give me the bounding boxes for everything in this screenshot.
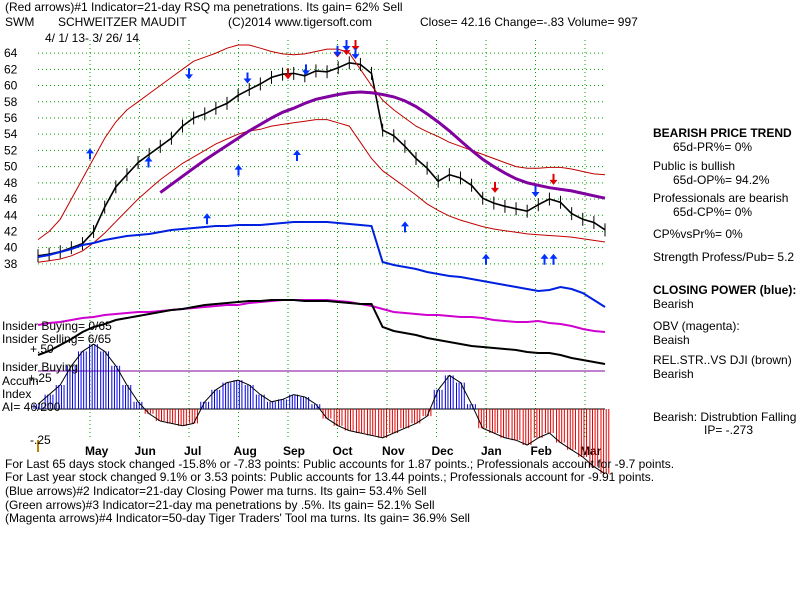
level-minus-25: -.25 bbox=[30, 433, 51, 447]
sell-arrow bbox=[342, 40, 351, 52]
date-range: 4/ 1/ 13- 3/ 26/ 14 bbox=[45, 31, 140, 45]
distribution-status: Bearish: Distrubtion Falling bbox=[653, 410, 797, 424]
ticker-symbol: SWM bbox=[5, 15, 35, 29]
y-tick-label: 52 bbox=[4, 143, 18, 157]
cp-value: 65d-CP%= 0% bbox=[673, 205, 753, 219]
footer-65day: For Last 65 days stock changed -15.8% or… bbox=[5, 457, 675, 471]
public-status: Public is bullish bbox=[653, 159, 736, 173]
index-label: Index bbox=[2, 387, 32, 401]
month-label: Feb bbox=[531, 444, 552, 458]
sell-arrow bbox=[351, 48, 360, 60]
closing-power-line bbox=[37, 221, 606, 308]
y-tick-label: 48 bbox=[4, 176, 18, 190]
month-label: Aug bbox=[234, 444, 257, 458]
series-band-upper bbox=[37, 44, 606, 241]
sell-arrow bbox=[491, 181, 499, 193]
cp-title: CLOSING POWER (blue): bbox=[653, 283, 797, 297]
footer-year: For Last year stock changed 9.1% or 3.53… bbox=[5, 470, 655, 484]
buy-arrow bbox=[86, 148, 94, 160]
cp-vs-pr: CP%vsPr%= 0% bbox=[653, 227, 743, 241]
trend-title: BEARISH PRICE TREND bbox=[653, 126, 792, 140]
pr-value: 65d-PR%= 0% bbox=[673, 140, 753, 154]
obv-title: OBV (magenta): bbox=[653, 319, 740, 333]
sell-arrow bbox=[351, 40, 360, 52]
sell-arrow bbox=[284, 68, 292, 80]
insider-buying-count: Insider Buying= 0/65 bbox=[2, 319, 112, 333]
y-tick-label: 44 bbox=[4, 208, 18, 222]
insider-selling-count: Insider Selling= 6/65 bbox=[2, 332, 112, 346]
insider-buying-label: Insider Buying bbox=[2, 360, 79, 374]
indicator-4-caption: (Magenta arrows)#4 Indicator=50-day Tige… bbox=[5, 511, 470, 525]
sell-arrow bbox=[531, 185, 540, 197]
month-label: Sep bbox=[283, 444, 305, 458]
strength-ratio: Strength Profess/Pub= 5.2 bbox=[653, 250, 795, 264]
y-tick-label: 54 bbox=[4, 127, 18, 141]
y-tick-label: 60 bbox=[4, 79, 18, 93]
level-plus-50: +.50 bbox=[30, 342, 54, 356]
buy-arrow bbox=[401, 221, 409, 233]
buy-arrow bbox=[540, 253, 549, 265]
company-name: SCHWEITZER MAUDIT bbox=[58, 15, 187, 29]
sell-arrow bbox=[549, 173, 558, 185]
sell-arrow bbox=[185, 68, 193, 80]
y-tick-label: 46 bbox=[4, 192, 18, 206]
y-tick-label: 38 bbox=[4, 257, 18, 271]
buy-arrow bbox=[144, 156, 153, 168]
rel-title: REL.STR..VS DJI (brown) bbox=[653, 353, 792, 367]
copyright: (C)2014 www.tigersoft.com bbox=[228, 15, 373, 29]
buy-arrow bbox=[482, 253, 490, 265]
month-label: Nov bbox=[382, 444, 405, 458]
y-tick-label: 50 bbox=[4, 160, 18, 174]
month-label: Jun bbox=[135, 444, 156, 458]
y-tick-label: 42 bbox=[4, 224, 18, 238]
indicator-2-caption: (Blue arrows)#2 Indicator=21-day Closing… bbox=[5, 484, 427, 498]
month-label: Mar bbox=[580, 444, 602, 458]
indicator-1-caption: (Red arrows)#1 Indicator=21-day RSQ ma p… bbox=[5, 0, 403, 14]
month-label: Jan bbox=[481, 444, 502, 458]
series-ma-50 bbox=[159, 90, 606, 200]
series-band-lower bbox=[37, 119, 606, 263]
sell-arrow bbox=[243, 72, 252, 84]
rel-status: Bearish bbox=[653, 367, 694, 381]
y-tick-label: 62 bbox=[4, 62, 18, 76]
y-tick-label: 56 bbox=[4, 111, 18, 125]
sell-arrow bbox=[333, 45, 342, 57]
buy-arrow bbox=[234, 164, 243, 176]
month-label: Dec bbox=[432, 444, 454, 458]
buy-arrow bbox=[549, 253, 558, 265]
buy-arrow bbox=[203, 213, 211, 225]
ai-value: AI= 46/200 bbox=[2, 400, 61, 414]
op-value: 65d-OP%= 94.2% bbox=[673, 173, 770, 187]
month-label: Oct bbox=[333, 444, 353, 458]
y-tick-label: 58 bbox=[4, 95, 18, 109]
sell-arrow bbox=[302, 64, 310, 76]
y-tick-label: 40 bbox=[4, 241, 18, 255]
month-label: May bbox=[85, 444, 109, 458]
close-volume: Close= 42.16 Change=-.83 Volume= 997 bbox=[420, 15, 638, 29]
accum-smooth-line bbox=[37, 343, 606, 475]
obv-line bbox=[37, 299, 606, 333]
indicator-3-caption: (Green arrows)#3 Indicator=21-day ma pen… bbox=[5, 498, 435, 512]
prof-status: Professionals are bearish bbox=[653, 191, 789, 205]
buy-arrow bbox=[293, 150, 301, 162]
series-price bbox=[37, 61, 606, 257]
y-tick-label: 64 bbox=[4, 46, 18, 60]
level-plus-25: +.25 bbox=[28, 371, 52, 385]
rel-strength-line bbox=[37, 299, 606, 365]
cp-status: Bearish bbox=[653, 297, 694, 311]
accum-label: Accum bbox=[2, 374, 39, 388]
month-label: Jul bbox=[184, 444, 201, 458]
ip-value: IP= -.273 bbox=[704, 423, 754, 437]
obv-status: Beaish bbox=[653, 333, 690, 347]
